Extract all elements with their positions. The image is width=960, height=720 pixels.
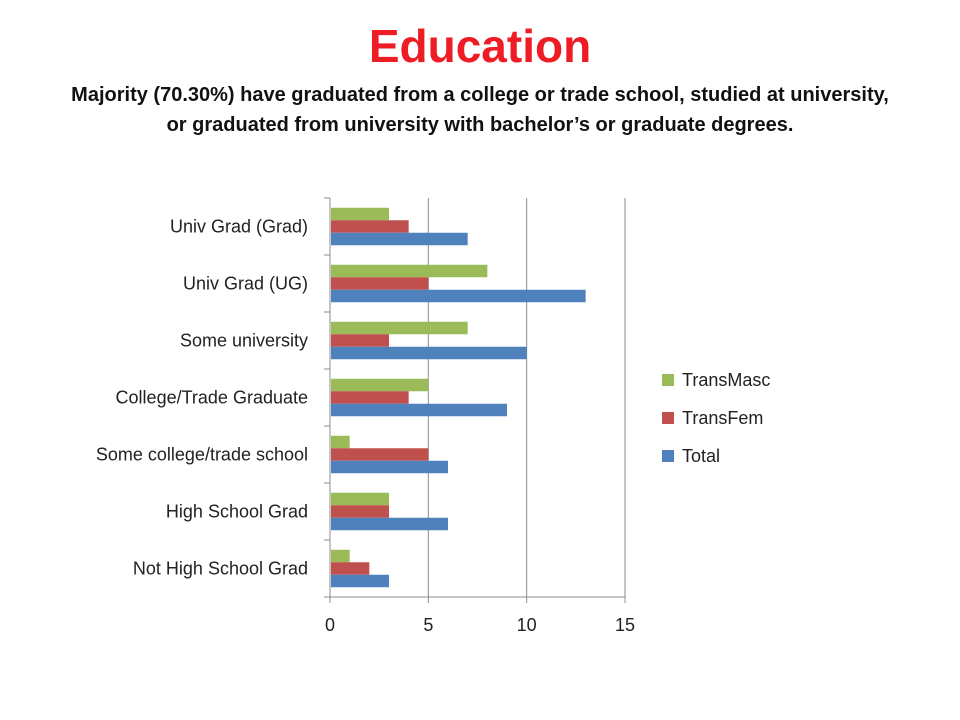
bar-transmasc: [331, 549, 350, 563]
category-label: High School Grad: [166, 502, 308, 522]
legend-swatch: [662, 412, 674, 424]
x-tick-label: 0: [325, 615, 335, 635]
x-tick-label: 5: [423, 615, 433, 635]
bar-transfem: [331, 391, 409, 404]
bar-transmasc: [331, 321, 468, 335]
category-label: Not High School Grad: [133, 559, 308, 579]
bar-transfem: [331, 505, 389, 518]
bar-transfem: [331, 448, 429, 461]
category-label: College/Trade Graduate: [116, 388, 308, 408]
bar-transmasc: [331, 435, 350, 449]
bar-transmasc: [331, 492, 389, 506]
bar-total: [331, 460, 448, 474]
bar-transmasc: [331, 378, 429, 392]
bar-total: [331, 517, 448, 531]
legend-label: TransMasc: [682, 370, 770, 390]
bar-transmasc: [331, 264, 488, 278]
page-subtitle: Majority (70.30%) have graduated from a …: [71, 84, 889, 136]
bar-total: [331, 346, 527, 360]
x-tick-label: 15: [615, 615, 635, 635]
bar-transfem: [331, 220, 409, 233]
category-label: Univ Grad (UG): [183, 274, 308, 294]
category-label: Univ Grad (Grad): [170, 217, 308, 237]
category-label: Some university: [180, 331, 308, 351]
bar-total: [331, 289, 586, 303]
bar-transfem: [331, 277, 429, 290]
legend-swatch: [662, 374, 674, 386]
bar-transmasc: [331, 207, 389, 221]
bar-total: [331, 232, 468, 246]
category-label: Some college/trade school: [96, 445, 308, 465]
bar-total: [331, 403, 507, 417]
bar-transfem: [331, 334, 389, 347]
legend-swatch: [662, 450, 674, 462]
page-title: Education: [368, 20, 592, 72]
bar-total: [331, 574, 389, 588]
bar-transfem: [331, 562, 370, 575]
x-tick-label: 10: [517, 615, 537, 635]
legend-label: Total: [682, 446, 720, 466]
legend-label: TransFem: [682, 408, 763, 428]
